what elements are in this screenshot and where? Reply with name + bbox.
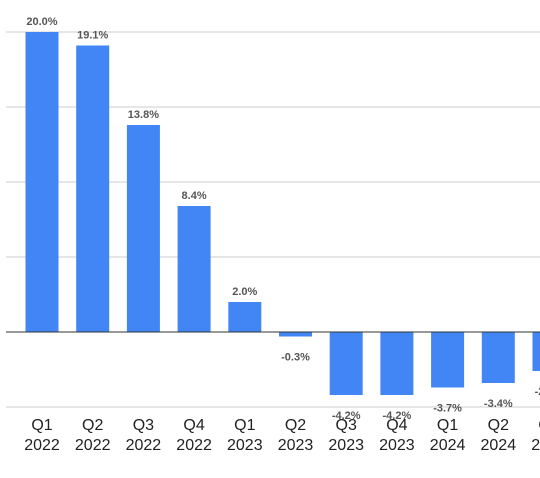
- x-tick-label: Q3 2024: [531, 417, 540, 454]
- x-tick-label: Q2 2024: [481, 417, 517, 454]
- bar-q1-2022: [25, 32, 59, 332]
- bar-q3-2023: [329, 332, 363, 395]
- x-tick-quarter: Q2: [488, 417, 509, 434]
- x-tick-year: 2022: [24, 437, 60, 454]
- data-label: -3.7%: [433, 403, 462, 415]
- x-axis-tick-labels: Q1 2022 Q2 2022 Q3 2022 Q4 2022 Q1 2023 Q2 2023 Q3 20…: [24, 417, 540, 454]
- x-tick-quarter: Q1: [437, 417, 458, 434]
- data-label: -4.2%: [383, 410, 412, 422]
- x-tick-quarter: Q2: [285, 417, 306, 434]
- data-label: 2.0%: [232, 286, 257, 298]
- x-tick-label: Q1 2022: [24, 417, 60, 454]
- bars: [25, 32, 540, 395]
- x-tick-quarter: Q2: [82, 417, 103, 434]
- x-tick-year: 2022: [126, 437, 162, 454]
- x-tick-label: Q2 2022: [75, 417, 111, 454]
- bar-q3-2024: [532, 332, 540, 371]
- bar-q1-2023: [228, 302, 262, 332]
- data-label: -4.2%: [332, 410, 361, 422]
- x-tick-quarter: Q3: [336, 417, 357, 434]
- x-tick-label: Q4 2022: [176, 417, 212, 454]
- x-tick-year: 2024: [430, 437, 466, 454]
- x-tick-label: Q3 2022: [126, 417, 162, 454]
- x-tick-year: 2023: [328, 437, 364, 454]
- x-tick-label: Q4 2023: [379, 417, 415, 454]
- data-label: -3.4%: [484, 398, 513, 410]
- x-tick-label: Q2 2023: [278, 417, 314, 454]
- bar-q2-2024: [481, 332, 515, 383]
- x-tick-label: Q3 2023: [328, 417, 364, 454]
- x-tick-quarter: Q3: [538, 417, 540, 434]
- x-tick-year: 2023: [278, 437, 314, 454]
- x-tick-year: 2022: [176, 437, 212, 454]
- x-tick-year: 2023: [227, 437, 263, 454]
- x-tick-label: Q1 2024: [430, 417, 466, 454]
- data-label: 13.8%: [128, 109, 159, 121]
- x-tick-label: Q1 2023: [227, 417, 263, 454]
- data-label: 20.0%: [26, 16, 57, 28]
- data-label: 8.4%: [182, 190, 207, 202]
- x-tick-quarter: Q4: [386, 417, 407, 434]
- data-label: -0.3%: [281, 352, 310, 364]
- bar-q3-2022: [126, 125, 160, 332]
- bar-q4-2022: [177, 206, 211, 332]
- data-labels: 20.0% 19.1% 13.8% 8.4% 2.0% -0.3% -4.2% -4.2% -3…: [26, 16, 540, 422]
- bar-q1-2024: [431, 332, 465, 388]
- x-tick-year: 2022: [75, 437, 111, 454]
- x-tick-year: 2024: [481, 437, 517, 454]
- bar-q4-2023: [380, 332, 414, 395]
- x-tick-year: 2023: [379, 437, 415, 454]
- data-label: 19.1%: [77, 30, 108, 42]
- x-tick-quarter: Q4: [183, 417, 204, 434]
- x-tick-quarter: Q1: [234, 417, 255, 434]
- x-tick-quarter: Q3: [133, 417, 154, 434]
- x-tick-quarter: Q1: [31, 417, 52, 434]
- bar-q2-2023: [279, 332, 312, 337]
- data-label: -2.6%: [535, 386, 540, 398]
- x-tick-year: 2024: [531, 437, 540, 454]
- bar-q2-2022: [76, 45, 110, 332]
